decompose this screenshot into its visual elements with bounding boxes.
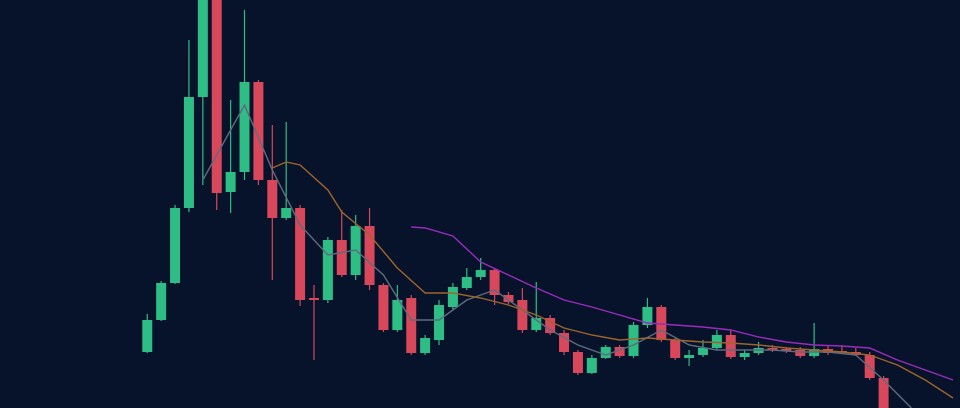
candle-body [489,270,500,295]
candle-body [628,325,639,356]
candle-body [308,298,319,300]
candle-body [253,82,264,180]
candle-body [642,307,653,325]
moving-average [411,226,954,381]
candle-body [475,270,486,277]
candle-body [225,172,236,192]
candle-body [767,348,778,350]
candle-body [531,318,542,330]
candle-body [142,320,153,352]
candle-body [267,180,278,218]
candle-body [461,277,472,288]
candle-body [197,0,208,97]
candle-body [447,287,458,307]
candle-body [684,355,695,358]
candle-body [156,283,167,320]
moving-average [202,103,912,408]
candle-body [670,340,681,358]
candle-body [434,305,445,340]
candle-body [864,355,875,378]
candle-body [545,318,556,333]
candle-body [281,208,292,218]
candle-body [295,208,306,300]
candle-body [336,240,347,275]
candle-body [239,82,250,172]
candle-body [322,240,333,300]
candle-body [725,335,736,357]
candle-body [781,349,792,351]
candle-body [600,347,611,358]
candle-body [517,300,528,330]
candle-body [614,347,625,356]
candle-body [572,352,583,373]
candle-body [392,300,403,330]
candle-body [711,335,722,348]
candle-body [406,298,417,353]
moving-average [272,161,954,399]
candle-body [586,358,597,373]
candle-body [697,348,708,355]
candle-body [420,338,431,353]
candle-body [378,285,389,330]
candle-body [559,333,570,352]
candle-body [183,97,194,208]
candle-body [503,295,514,302]
candle-body [364,226,375,285]
candle-body [795,350,806,356]
candle-body [878,378,889,408]
candle-body [739,353,750,357]
candle-body [211,0,222,193]
candle-body [170,208,181,283]
